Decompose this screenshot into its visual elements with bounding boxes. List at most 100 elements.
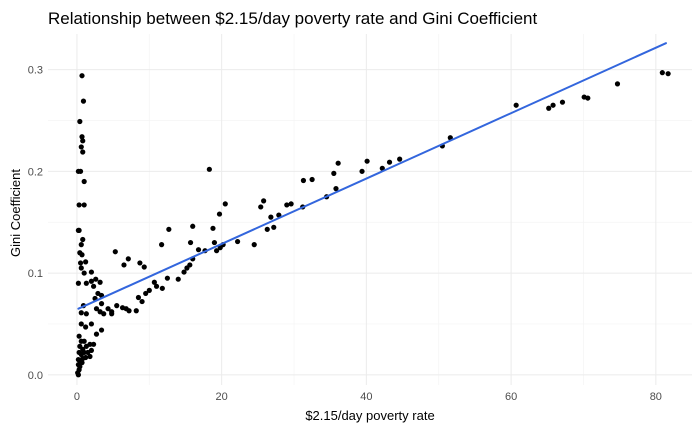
data-point: [90, 341, 97, 347]
data-point: [137, 260, 143, 266]
data-point: [159, 285, 165, 291]
data-point: [83, 259, 89, 265]
y-tick-label: 0.2: [28, 166, 43, 178]
data-point: [288, 201, 294, 207]
y-tick-labels: 0.0 0.1 0.2 0.3: [28, 65, 43, 382]
data-point: [80, 98, 87, 104]
data-point: [258, 204, 264, 210]
data-point: [213, 248, 220, 254]
data-point: [268, 214, 274, 220]
data-point: [190, 223, 196, 229]
data-point: [125, 256, 131, 262]
data-point: [97, 279, 103, 285]
x-axis-title: $2.15/day poverty rate: [305, 408, 434, 423]
data-point: [76, 202, 82, 208]
y-tick-label: 0.3: [28, 65, 43, 77]
data-point: [81, 270, 87, 276]
data-point: [83, 311, 89, 317]
data-point: [386, 159, 393, 165]
data-point: [75, 372, 81, 378]
data-point: [234, 238, 241, 245]
data-point: [79, 73, 85, 79]
data-point: [83, 324, 89, 330]
data-point: [206, 166, 212, 172]
data-point: [93, 276, 99, 282]
data-point: [585, 95, 591, 101]
data-point: [76, 227, 82, 233]
data-point: [210, 225, 216, 231]
data-point: [93, 306, 100, 312]
data-point: [559, 99, 566, 105]
data-point: [665, 71, 671, 77]
data-point: [216, 211, 223, 217]
data-point: [76, 333, 82, 339]
data-point: [101, 311, 107, 317]
data-point: [331, 170, 337, 176]
data-point: [98, 327, 105, 333]
data-point: [112, 249, 118, 255]
x-tick-label: 20: [216, 391, 228, 403]
data-point: [166, 226, 172, 232]
data-point: [78, 265, 84, 271]
data-point: [77, 260, 84, 266]
data-point: [81, 202, 87, 208]
data-point: [88, 269, 95, 275]
x-tick-labels: 0 20 40 60 80: [74, 391, 662, 403]
data-point: [181, 269, 187, 275]
x-tick-label: 60: [505, 391, 517, 403]
data-point: [80, 149, 86, 155]
data-point: [114, 303, 120, 309]
x-tick-label: 40: [360, 391, 372, 403]
data-point: [335, 160, 341, 166]
data-point: [78, 321, 84, 327]
data-point: [80, 138, 86, 144]
data-point: [151, 279, 157, 285]
data-point: [397, 156, 403, 162]
data-point: [81, 349, 87, 356]
data-point: [90, 283, 97, 289]
data-point: [75, 280, 81, 286]
data-point: [77, 118, 83, 125]
data-point: [195, 247, 202, 253]
data-point: [364, 158, 370, 164]
data-point: [659, 70, 665, 76]
data-point: [121, 262, 127, 268]
data-point: [88, 278, 95, 284]
data-point: [88, 321, 95, 327]
data-point: [83, 354, 89, 361]
data-point: [264, 226, 270, 232]
data-point: [78, 242, 84, 248]
data-point: [139, 298, 145, 305]
data-point: [87, 341, 93, 347]
data-point: [211, 239, 218, 246]
data-point: [105, 306, 111, 312]
data-points: [75, 70, 671, 378]
data-point: [153, 283, 160, 289]
data-point: [141, 264, 147, 270]
data-point: [222, 201, 228, 207]
x-tick-label: 80: [650, 391, 662, 403]
data-point: [83, 280, 89, 286]
data-point: [79, 134, 85, 140]
data-point: [133, 308, 139, 314]
data-point: [333, 186, 339, 192]
data-point: [251, 242, 257, 248]
data-point: [81, 338, 87, 344]
data-point: [379, 165, 385, 171]
data-point: [93, 331, 100, 337]
data-point: [164, 275, 170, 281]
data-point: [146, 287, 152, 293]
data-point: [79, 252, 85, 258]
y-axis-title: Gini Coefficient: [8, 169, 23, 257]
trend-line: [77, 42, 667, 310]
data-point: [550, 102, 556, 108]
data-point: [88, 347, 95, 354]
data-point: [284, 202, 290, 208]
data-point: [81, 178, 87, 185]
data-point: [78, 144, 84, 150]
data-point: [309, 176, 315, 183]
data-point: [276, 212, 282, 218]
data-point: [78, 310, 84, 316]
data-point: [79, 360, 85, 366]
